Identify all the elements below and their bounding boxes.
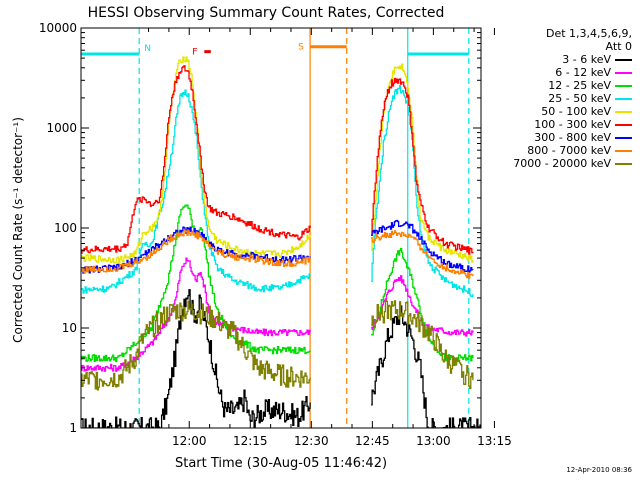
legend-entry: 100 - 300 keV xyxy=(484,118,632,131)
legend-entry-label: 300 - 800 keV xyxy=(534,131,611,144)
legend-header: Det 1,3,4,5,6,9, Att 0 xyxy=(484,27,632,53)
series-line xyxy=(371,305,481,428)
legend-entry-label: 800 - 7000 keV xyxy=(527,144,611,157)
series-line xyxy=(371,219,474,273)
legend-entry: 300 - 800 keV xyxy=(484,131,632,144)
x-tick-label: 12:45 xyxy=(355,434,390,448)
legend-entry: 7000 - 20000 keV xyxy=(484,157,632,170)
series-line xyxy=(371,299,474,390)
legend-swatch xyxy=(615,136,632,139)
x-tick-label: 12:15 xyxy=(233,434,268,448)
x-axis-label: Start Time (30-Aug-05 11:46:42) xyxy=(175,456,387,471)
series-line xyxy=(81,300,311,391)
legend-header-line: Att 0 xyxy=(605,40,632,53)
series-line xyxy=(81,257,311,372)
series-layer xyxy=(81,56,481,428)
series-line xyxy=(371,63,474,263)
legend-swatch xyxy=(615,58,632,61)
legend-entry: 800 - 7000 keV xyxy=(484,144,632,157)
y-tick-label: 100 xyxy=(54,221,77,235)
y-tick-label: 10 xyxy=(62,321,77,335)
series-line xyxy=(371,77,474,255)
legend-entry-label: 7000 - 20000 keV xyxy=(513,157,611,170)
x-tick-label: 12:00 xyxy=(172,434,207,448)
flare-flag-label: F xyxy=(192,48,197,58)
y-tick-label: 10000 xyxy=(39,21,77,35)
legend-entry-label: 25 - 50 keV xyxy=(548,92,611,105)
legend: Det 1,3,4,5,6,9, Att 0 3 - 6 keV 6 - 12 ke… xyxy=(484,27,632,170)
axis-ticks: 12:00 12:15 12:30 12:45 13:00 13:15 1 10 100 1000… xyxy=(39,21,512,448)
legend-swatch xyxy=(615,97,632,100)
legend-swatch xyxy=(615,84,632,87)
legend-entry-label: 50 - 100 keV xyxy=(541,105,611,118)
legend-entry-label: 12 - 25 keV xyxy=(548,79,611,92)
x-tick-label: 12:30 xyxy=(294,434,329,448)
legend-swatch xyxy=(615,149,632,152)
interval-markers: N SF xyxy=(81,28,470,428)
timestamp-footer: 12-Apr-2010 08:36 xyxy=(566,466,632,474)
legend-entry: 50 - 100 keV xyxy=(484,105,632,118)
series-line xyxy=(81,89,311,294)
legend-swatch xyxy=(615,162,632,165)
series-line xyxy=(371,230,474,279)
y-axis-label: Corrected Count Rate (s⁻¹ detector⁻¹) xyxy=(11,117,25,343)
legend-swatch xyxy=(615,123,632,126)
legend-entry: 3 - 6 keV xyxy=(484,53,632,66)
legend-swatch xyxy=(615,110,632,113)
chart-title: HESSI Observing Summary Count Rates, Cor… xyxy=(88,5,445,21)
saa-flag-label: S xyxy=(298,43,304,53)
y-tick-label: 1 xyxy=(69,421,77,435)
legend-entry: 6 - 12 keV xyxy=(484,66,632,79)
legend-entry: 12 - 25 keV xyxy=(484,79,632,92)
night-flag-label: N xyxy=(144,44,151,54)
legend-header-line: Det 1,3,4,5,6,9, xyxy=(545,27,632,40)
legend-entry-label: 100 - 300 keV xyxy=(534,118,611,131)
series-line xyxy=(81,229,311,274)
legend-entry-label: 6 - 12 keV xyxy=(555,66,611,79)
series-line xyxy=(81,56,311,264)
legend-swatch xyxy=(615,71,632,74)
x-tick-label: 13:00 xyxy=(416,434,451,448)
legend-entry: 25 - 50 keV xyxy=(484,92,632,105)
series-line xyxy=(81,65,311,254)
x-tick-label: 13:15 xyxy=(477,434,512,448)
y-tick-label: 1000 xyxy=(46,121,77,135)
legend-entry-label: 3 - 6 keV xyxy=(562,53,611,66)
